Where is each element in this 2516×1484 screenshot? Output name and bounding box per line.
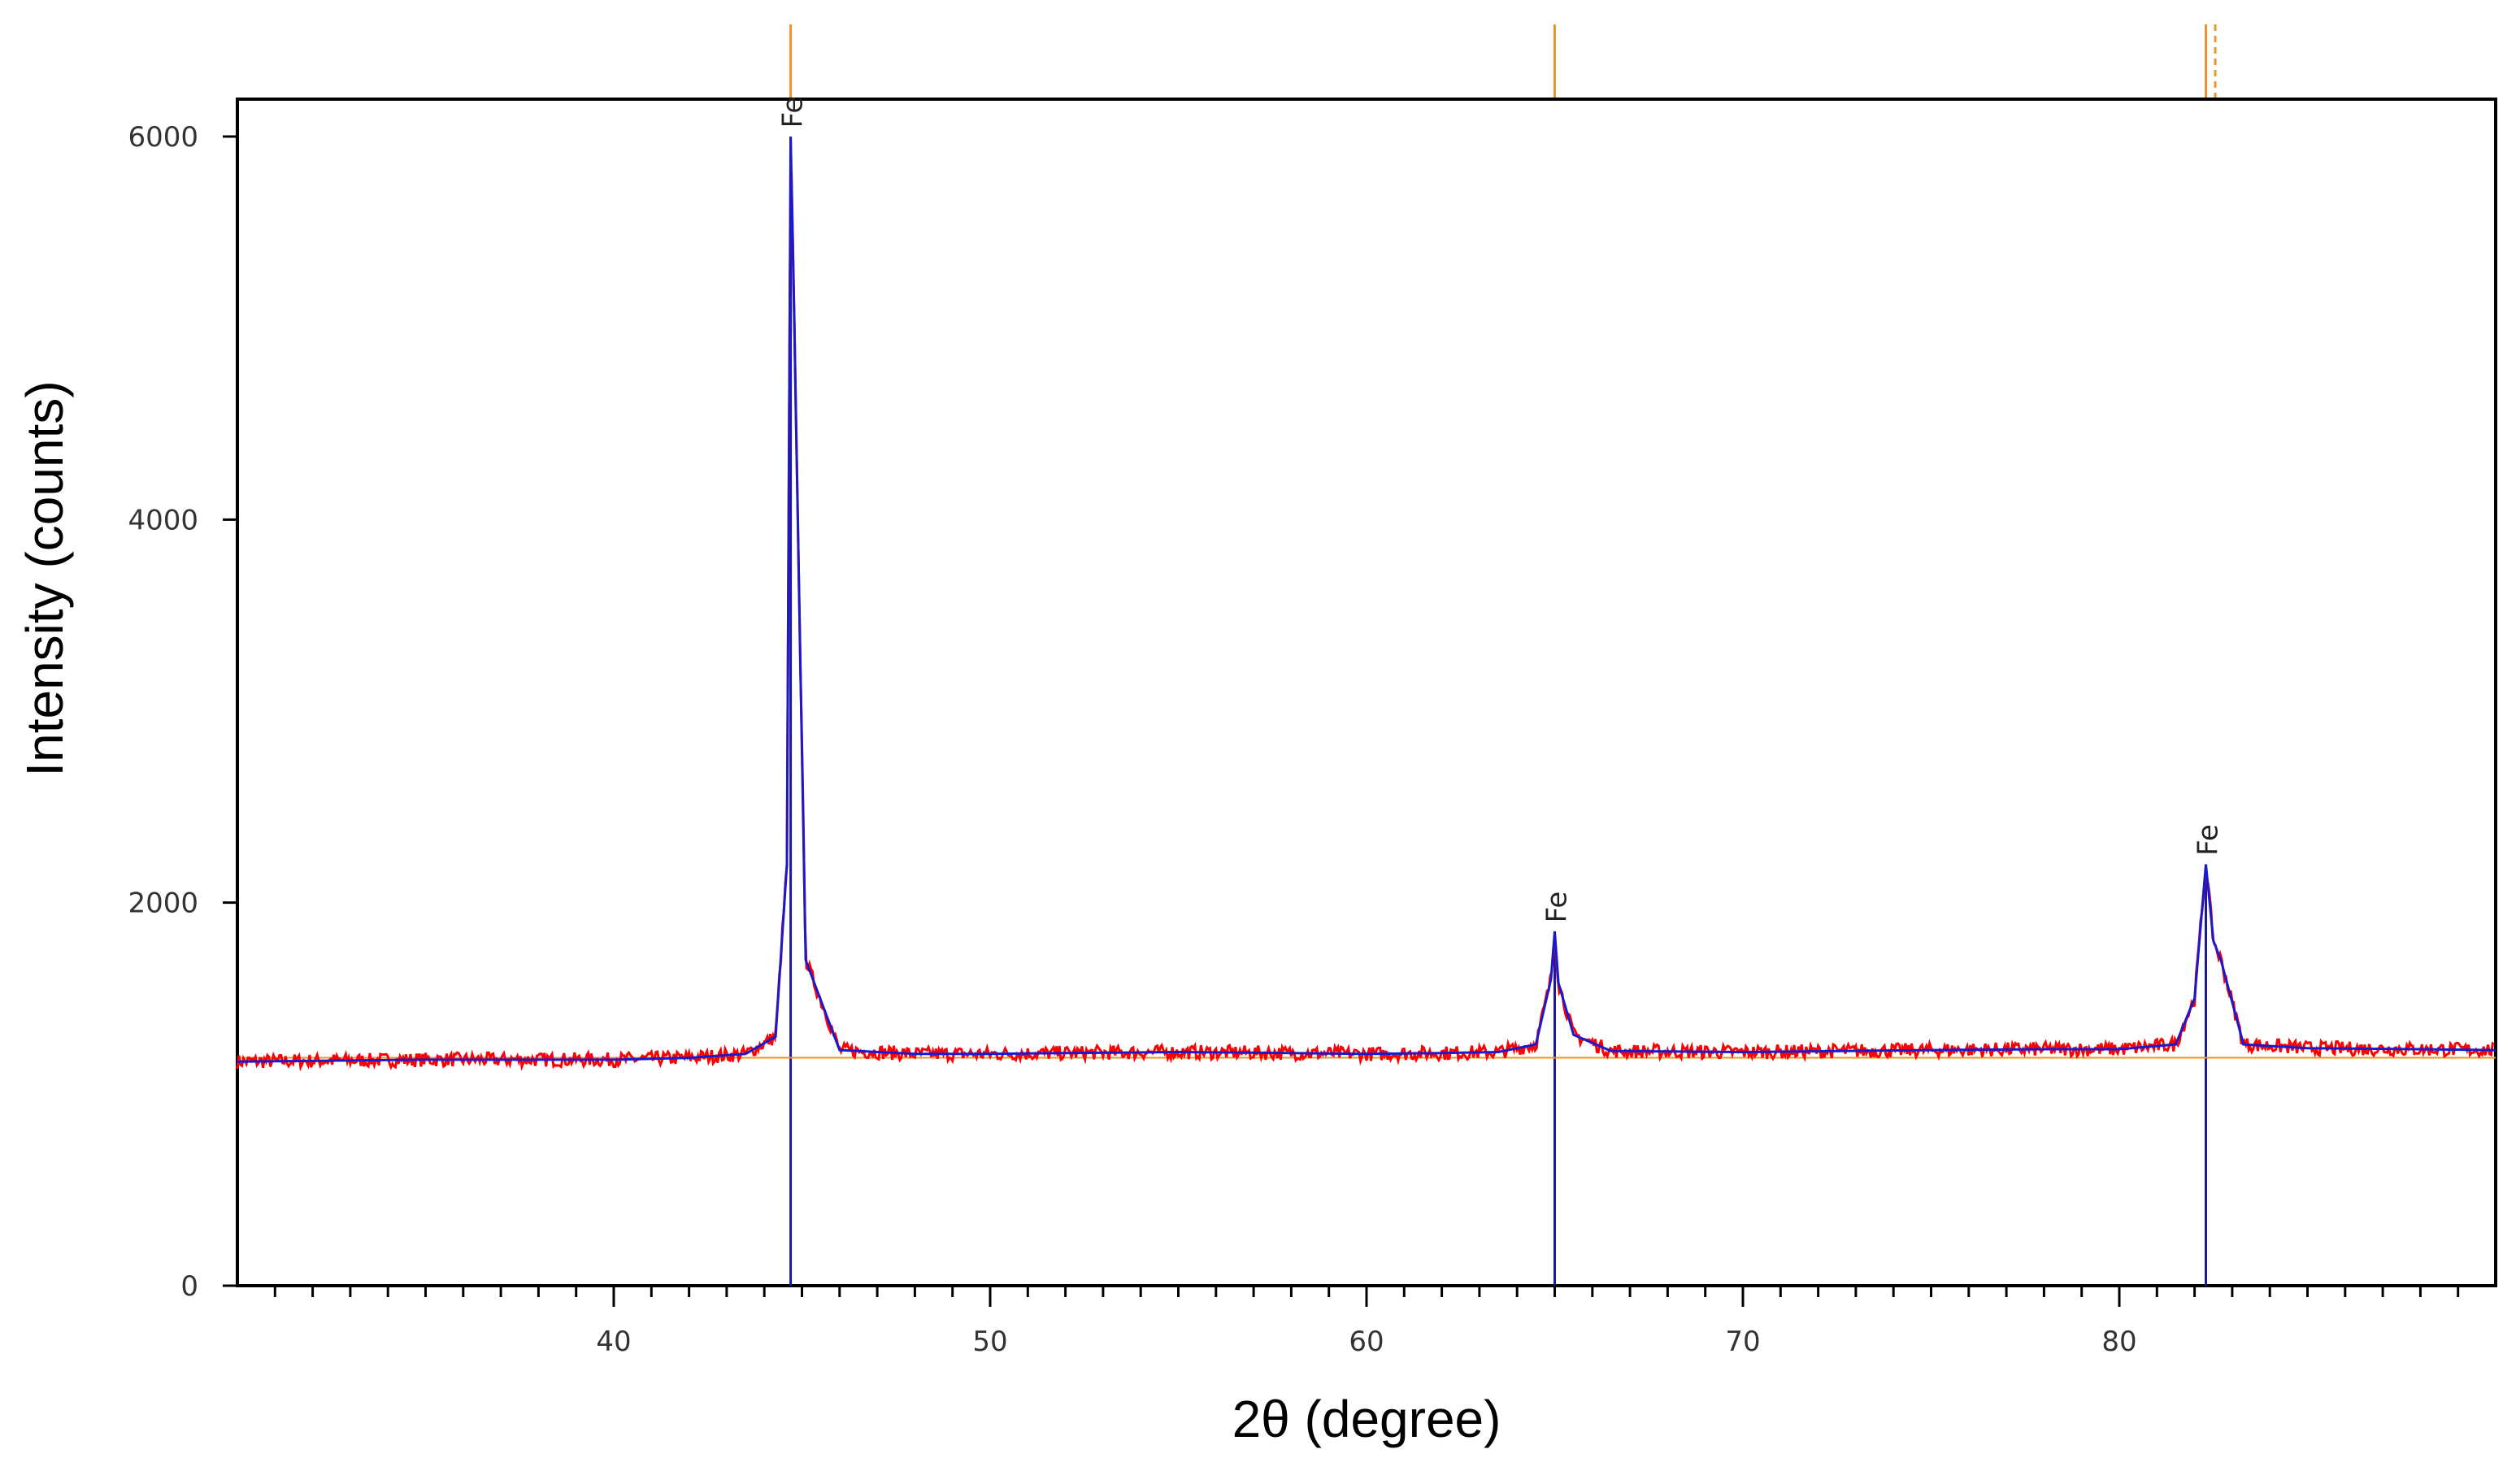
x-tick-label: 70 [1725, 1326, 1760, 1358]
peak-label-fe-2: Fe [2192, 824, 2224, 856]
observed-series [236, 171, 2495, 1072]
y-tick-label: 4000 [128, 504, 198, 536]
reference-sticks [789, 137, 2207, 1286]
x-axis-title: 2θ (degree) [1232, 1390, 1501, 1448]
plot-frame [236, 98, 2497, 1287]
x-tick-label: 50 [972, 1326, 1007, 1358]
fit-series [237, 136, 2496, 1063]
y-tick-label: 0 [180, 1270, 198, 1303]
x-tick-label: 80 [2101, 1326, 2136, 1358]
x-tick-label: 40 [596, 1326, 631, 1358]
y-axis: 0 2000 4000 6000 [128, 121, 237, 1303]
y-tick-label: 2000 [128, 887, 198, 920]
x-tick-label: 60 [1349, 1326, 1384, 1358]
peak-label-fe-0: Fe [777, 97, 810, 128]
plot-series [236, 136, 2496, 1072]
y-axis-title: Intensity (counts) [15, 380, 74, 776]
reference-markers [789, 24, 2217, 99]
peak-label-fe-1: Fe [1541, 892, 1574, 923]
y-tick-label: 6000 [128, 121, 198, 154]
x-axis: 40 50 60 70 80 [273, 1286, 2460, 1358]
peak-labels: Fe Fe Fe [777, 97, 2225, 923]
